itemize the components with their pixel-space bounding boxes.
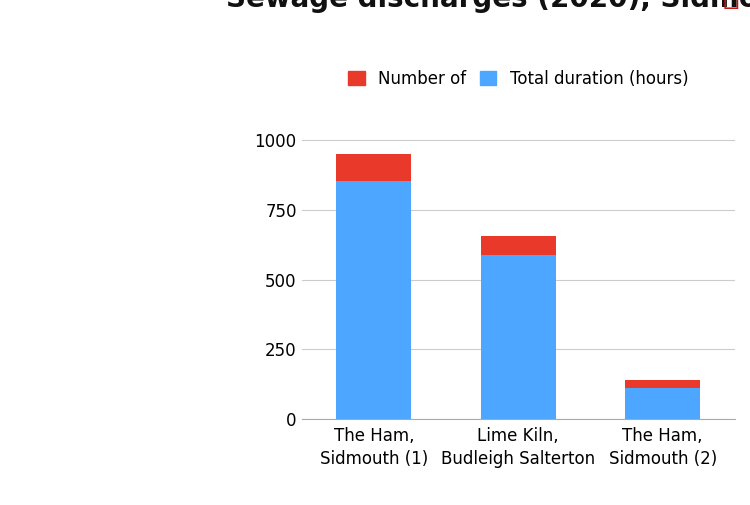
Bar	[626, 380, 701, 388]
Bar	[481, 236, 556, 255]
Bar	[336, 154, 411, 181]
Bar	[626, 388, 701, 419]
Legend: Number of, Total duration (hours): Number of, Total duration (hours)	[348, 70, 688, 88]
Text: 📍: 📍	[722, 0, 739, 10]
Bar	[336, 181, 411, 419]
Text: Sewage discharges (2020), Sidmouth: Sewage discharges (2020), Sidmouth	[226, 0, 750, 13]
Bar	[481, 255, 556, 419]
